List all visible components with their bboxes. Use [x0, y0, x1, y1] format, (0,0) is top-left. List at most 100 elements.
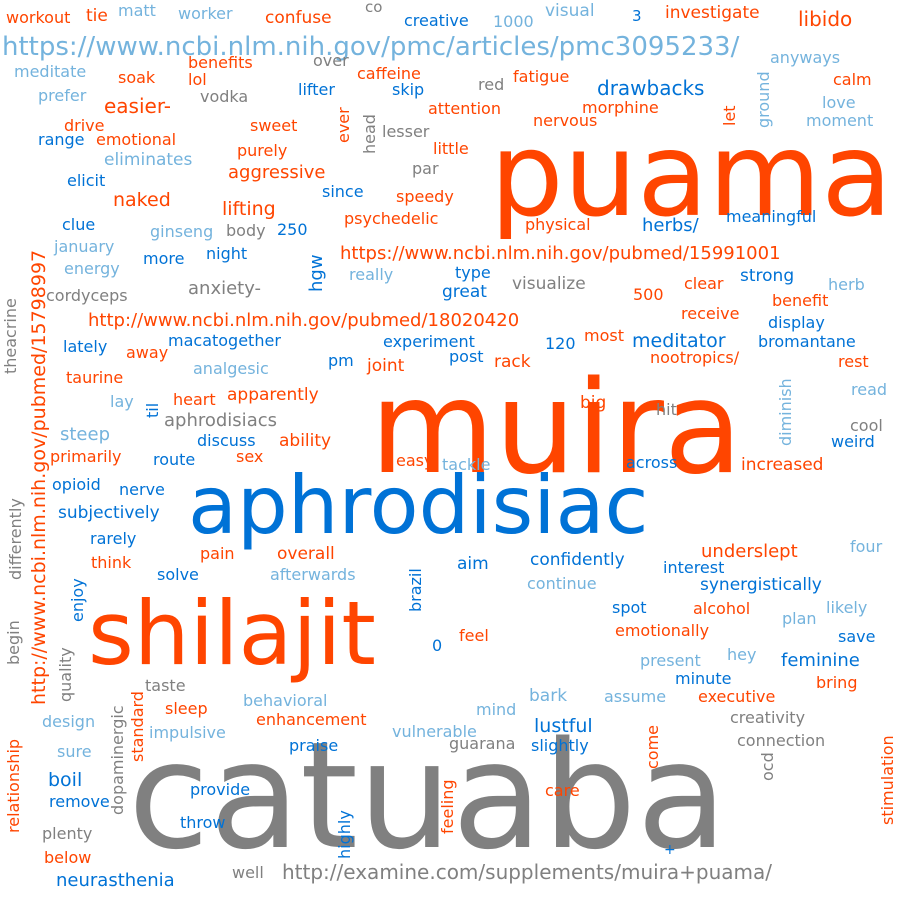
word-january: january	[54, 237, 115, 256]
word-red: red	[478, 75, 505, 94]
word-slightly: slightly	[531, 736, 589, 755]
word-meaningful: meaningful	[726, 207, 817, 226]
word-plus: +	[664, 842, 676, 858]
word-macatogether: macatogether	[168, 331, 281, 350]
word-head: head	[360, 114, 379, 154]
word-speedy: speedy	[396, 187, 454, 206]
word-read: read	[851, 380, 888, 399]
word-ginseng: ginseng	[150, 222, 214, 241]
word-url-pmc: https://www.ncbi.nlm.nih.gov/pmc/article…	[2, 32, 740, 62]
word-present: present	[640, 651, 701, 670]
word-rack: rack	[494, 352, 531, 372]
word-500: 500	[633, 285, 664, 304]
word-lustful: lustful	[534, 715, 593, 737]
word-visual: visual	[545, 1, 595, 21]
word-emotionally: emotionally	[615, 621, 710, 640]
word-big: big	[580, 393, 607, 413]
word-joint: joint	[367, 356, 405, 376]
word-plenty: plenty	[42, 824, 93, 843]
word-underslept: underslept	[701, 541, 798, 562]
word-feeling: feeling	[438, 779, 457, 834]
word-really: really	[349, 265, 394, 284]
word-plan: plan	[782, 609, 817, 628]
word-primarily: primarily	[50, 447, 122, 466]
word-little: little	[433, 139, 469, 158]
word-clear: clear	[684, 274, 724, 293]
word-assume: assume	[604, 687, 667, 706]
word-250: 250	[277, 220, 308, 239]
word-emotional: emotional	[96, 130, 177, 149]
word-hit: hit	[656, 400, 677, 419]
word-catuaba: catuaba	[128, 710, 728, 882]
word-highly: highly	[335, 810, 354, 859]
word-neurasthenia: neurasthenia	[56, 870, 175, 891]
word-1000: 1000	[493, 12, 534, 31]
word-0: 0	[432, 636, 443, 655]
word-pain: pain	[200, 544, 235, 563]
word-muira: muira	[370, 354, 743, 503]
word-more: more	[143, 249, 185, 268]
word-strong: strong	[740, 266, 795, 286]
word-120: 120	[545, 334, 576, 353]
word-since: since	[322, 182, 364, 201]
word-nerve: nerve	[119, 480, 165, 499]
word-aim: aim	[457, 554, 489, 574]
word-prefer: prefer	[38, 86, 87, 105]
word-post: post	[449, 347, 484, 366]
word-energy: energy	[64, 259, 120, 278]
word-connection: connection	[737, 731, 826, 750]
word-opioid: opioid	[52, 475, 101, 494]
word-dopaminergic: dopaminergic	[108, 705, 127, 815]
word-3: 3	[632, 7, 642, 25]
word-weird: weird	[831, 432, 875, 451]
word-tackle: tackle	[442, 455, 491, 474]
word-night: night	[206, 244, 248, 263]
word-impulsive: impulsive	[149, 723, 226, 742]
word-ability: ability	[279, 431, 332, 451]
word-taurine: taurine	[66, 368, 124, 387]
word-bring: bring	[816, 673, 858, 692]
word-mind: mind	[476, 700, 517, 719]
word-pm: pm	[328, 351, 354, 370]
word-benefit: benefit	[772, 291, 829, 310]
word-afterwards: afterwards	[270, 565, 356, 584]
word-moment: moment	[806, 111, 874, 130]
word-guarana: guarana	[449, 734, 516, 753]
word-let: let	[720, 105, 739, 126]
word-til: til	[143, 402, 162, 418]
word-receive: receive	[681, 304, 740, 323]
word-analgesic: analgesic	[193, 359, 269, 378]
word-executive: executive	[698, 687, 776, 706]
word-nootropics: nootropics/	[650, 348, 740, 367]
word-physical: physical	[525, 215, 591, 234]
word-steep: steep	[60, 424, 111, 445]
word-ocd: ocd	[758, 752, 777, 781]
word-sweet: sweet	[250, 116, 298, 135]
word-shilajit: shilajit	[88, 582, 376, 685]
word-synergistically: synergistically	[700, 575, 822, 595]
word-well: well	[232, 863, 264, 882]
word-worker: worker	[178, 4, 233, 23]
word-confuse: confuse	[265, 8, 332, 28]
word-skip: skip	[392, 80, 425, 99]
word-discuss: discuss	[197, 431, 256, 450]
word-brazil: brazil	[406, 568, 425, 612]
word-lifter: lifter	[298, 80, 335, 99]
word-puama: puama	[490, 108, 893, 243]
word-lesser: lesser	[382, 122, 430, 141]
word-anxiety: anxiety-	[188, 278, 262, 299]
word-standard: standard	[128, 691, 147, 762]
word-benefits: benefits	[188, 53, 253, 72]
word-tie: tie	[86, 6, 108, 26]
word-bark: bark	[529, 686, 568, 706]
word-differently: differently	[6, 498, 25, 580]
word-workout: workout	[6, 8, 71, 27]
word-alcohol: alcohol	[693, 599, 751, 618]
word-quality: quality	[56, 647, 75, 702]
word-bromantane: bromantane	[758, 332, 856, 351]
word-calm: calm	[833, 70, 872, 89]
word-morphine: morphine	[582, 98, 659, 117]
word-hgw: hgw	[306, 254, 327, 292]
word-drawbacks: drawbacks	[597, 76, 705, 100]
word-diminish: diminish	[776, 378, 795, 446]
